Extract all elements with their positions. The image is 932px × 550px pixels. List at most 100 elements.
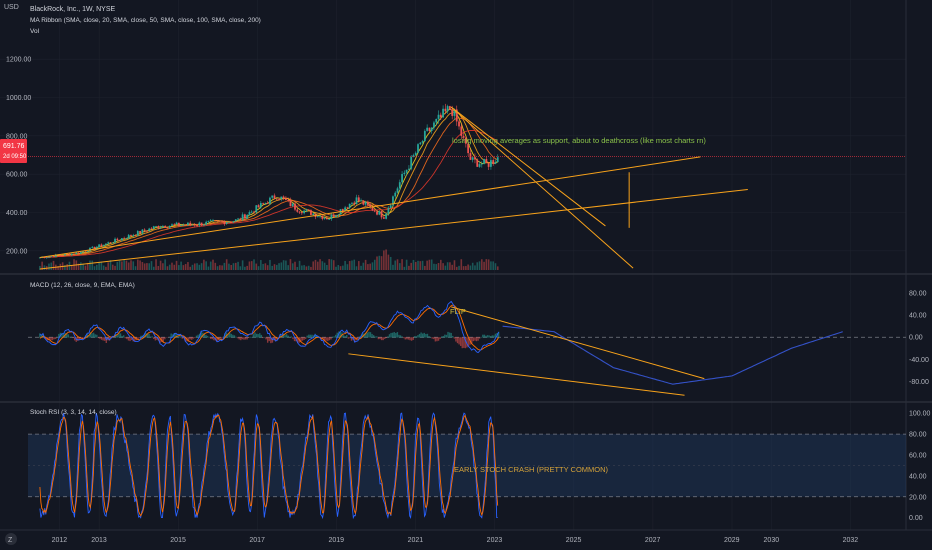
macd-hist-bar	[221, 337, 223, 339]
macd-hist-bar	[309, 334, 312, 338]
stoch-rsi-legend[interactable]: Stoch RSI (3, 3, 14, 14, close)	[30, 409, 117, 416]
time-axis[interactable]: 2012 2013 2015 2017 2019 2021 2023 2025 2027 2029…	[52, 537, 859, 544]
macd-hist-bar	[371, 333, 373, 338]
volume-legend[interactable]: Vol	[30, 28, 40, 35]
candle-body	[337, 214, 340, 216]
candle-body	[382, 217, 385, 219]
candle-body	[271, 195, 274, 198]
volume-bar	[330, 259, 333, 270]
candle-body	[148, 228, 151, 232]
macd-hist-bar	[376, 336, 378, 338]
volume-bar	[159, 260, 162, 270]
macd-hist-bar	[350, 337, 353, 341]
volume-bar	[301, 265, 303, 270]
macd-annotation[interactable]: FLIP	[450, 307, 466, 316]
volume-bar	[337, 265, 340, 270]
volume-bar	[253, 259, 255, 270]
volume-bar	[43, 265, 46, 270]
volume-bar	[287, 265, 289, 270]
volume-bar	[200, 263, 203, 270]
volume-bar	[369, 263, 371, 270]
volume-bar	[430, 259, 433, 270]
candle-body	[355, 197, 358, 204]
volume-bar	[230, 265, 233, 270]
price-trendline	[39, 189, 748, 270]
volume-bar	[410, 262, 412, 270]
macd-hist-bar	[195, 335, 198, 338]
candle-body	[480, 163, 483, 165]
candle-body	[209, 220, 212, 222]
volume-bar	[289, 259, 292, 270]
candle-body	[241, 214, 244, 220]
macd-hist-bar	[447, 331, 449, 338]
candle-body	[316, 216, 319, 218]
volume-bar	[449, 262, 451, 270]
volume-bar	[474, 265, 476, 270]
macd-hist-bar	[346, 334, 348, 338]
macd-legend[interactable]: MACD (12, 26, close, 9, EMA, EMA)	[30, 282, 135, 289]
macd-hist-bar	[78, 337, 81, 340]
candle-body	[494, 162, 497, 164]
macd-hist-bar	[410, 337, 413, 341]
macd-hist-bar	[233, 335, 236, 338]
volume-bar	[335, 266, 337, 270]
candle-body	[437, 114, 440, 119]
volume-bar	[396, 259, 399, 270]
macd-hist-bar	[146, 333, 149, 338]
price-trendline	[450, 106, 634, 269]
tradingview-logo-icon[interactable]: Z	[5, 533, 17, 545]
macd-hist-bar	[437, 337, 440, 341]
macd-hist-bar	[113, 336, 115, 338]
volume-bar	[389, 256, 392, 270]
volume-bar	[440, 259, 442, 270]
volume-bar	[487, 259, 490, 270]
drawn-trendlines[interactable]	[39, 106, 748, 396]
ma-ribbon-legend[interactable]: MA Ribbon (SMA, close, 20, SMA, close, 5…	[30, 17, 261, 24]
macd-hist-bar	[119, 333, 122, 338]
candle-body	[173, 224, 176, 226]
volume-bar	[412, 259, 415, 270]
macd-hist-bar	[254, 332, 256, 338]
volume-bar	[134, 266, 137, 270]
volume-bar	[132, 261, 135, 270]
macd-hist-bar	[417, 335, 419, 338]
macd-hist-bar	[497, 331, 500, 338]
candle-body	[401, 174, 403, 183]
volume-bar	[408, 265, 410, 270]
candle-body	[421, 141, 424, 143]
symbol-title[interactable]: BlackRock, Inc., 1W, NYSE	[30, 6, 116, 13]
macd-hist-bar	[230, 333, 232, 338]
macd-hist-bar	[440, 336, 443, 338]
macd-hist-bar	[72, 337, 74, 339]
macd-hist-bar	[330, 337, 332, 340]
candle-body	[232, 221, 235, 223]
candle-body	[239, 218, 242, 220]
volume-bar	[191, 264, 194, 270]
macd-hist-bar	[426, 333, 429, 338]
volume-bar	[123, 260, 125, 270]
macd-hist-bar	[259, 333, 261, 338]
price-annotation[interactable]: losing moving averages as support, about…	[452, 136, 706, 145]
macd-hist-bar	[423, 332, 425, 338]
candle-body	[86, 251, 89, 253]
stoch-annotation[interactable]: EARLY STOCH CRASH (PRETTY COMMON)	[454, 465, 609, 474]
macd-hist-bar	[412, 337, 414, 340]
volume-bar	[70, 265, 73, 270]
macd-hist-bar	[270, 337, 272, 344]
volume-bar	[39, 265, 41, 270]
macd-hist-bar	[445, 334, 448, 338]
candle-body	[107, 242, 110, 244]
price-axis[interactable]: 1200.00 1000.00 800.00 600.00 400.00 200.00 80…	[6, 57, 931, 522]
candle-body	[428, 127, 431, 132]
candle-body	[161, 225, 164, 228]
candle-body	[360, 200, 362, 202]
price-candles[interactable]	[38, 103, 499, 259]
candle-body	[130, 234, 132, 236]
volume-bar	[241, 260, 244, 270]
time-axis-tick: 2029	[724, 537, 740, 544]
candle-body	[100, 244, 103, 247]
volume-bar	[189, 266, 192, 270]
macd-hist-bar	[431, 337, 433, 339]
macd-hist-bar	[249, 336, 251, 338]
